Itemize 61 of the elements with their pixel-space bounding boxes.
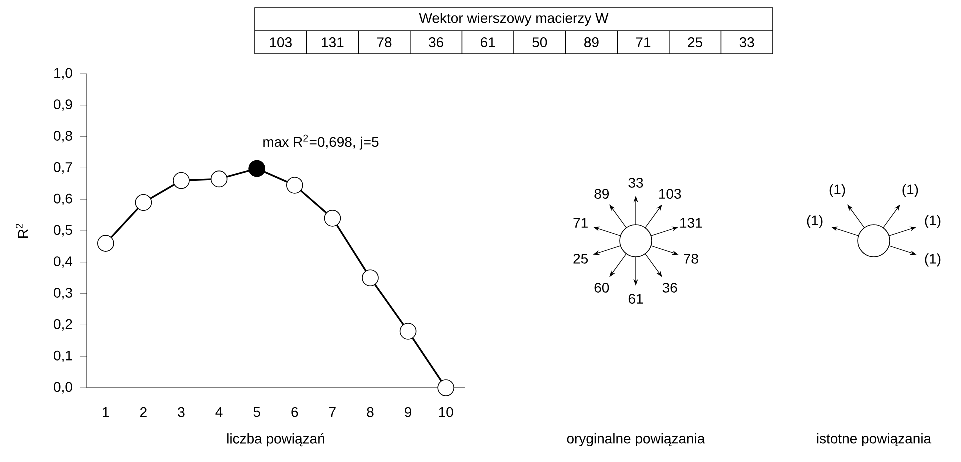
x-tick-label: 9 <box>405 407 412 418</box>
point <box>286 177 304 194</box>
text: 71 <box>636 38 651 48</box>
text: 61 <box>481 38 496 48</box>
y-tick-label: 0,2 <box>54 319 72 331</box>
x-tick-label: 8 <box>367 407 374 418</box>
text: 61 <box>628 294 644 304</box>
text: Wektor wierszowy macierzy W <box>419 12 609 26</box>
point <box>135 194 152 212</box>
x-tick-label: 5 <box>254 407 260 418</box>
point <box>98 235 114 252</box>
y-tick-label: 0,3 <box>54 288 72 300</box>
text: (1) <box>925 215 941 228</box>
point <box>210 170 228 188</box>
text: 131 <box>322 38 344 48</box>
text: 103 <box>270 38 292 48</box>
x-tick-label: 1 <box>103 407 110 418</box>
text: istotne powiązania <box>817 433 932 447</box>
y-tick-label: 0,8 <box>54 131 72 143</box>
x-tick-label: 3 <box>178 407 185 418</box>
text: 36 <box>429 38 444 48</box>
text: (1) <box>925 254 941 267</box>
text: 131 <box>680 218 702 228</box>
y-tick-label: 0,9 <box>54 100 72 112</box>
text: 89 <box>594 189 610 200</box>
text: 78 <box>684 254 698 264</box>
text: 103 <box>659 189 682 200</box>
text: 25 <box>574 254 588 264</box>
text: 89 <box>584 38 599 48</box>
text: 71 <box>574 218 588 228</box>
y-tick-label: 0,1 <box>54 350 72 362</box>
x-axis-title: liczba powiązań <box>228 433 324 447</box>
point <box>400 323 417 340</box>
annotation: max R$^{2}$=0,698, j=5 <box>264 134 379 150</box>
x-tick-label: 2 <box>140 407 147 418</box>
text: 36 <box>662 282 678 293</box>
text: 60 <box>594 282 610 293</box>
text: 33 <box>740 38 754 48</box>
y-tick-label: 0,6 <box>54 194 72 206</box>
point <box>173 172 190 190</box>
y-axis-title: R$^{2}$ <box>16 224 28 238</box>
text: 25 <box>688 38 702 48</box>
text: 33 <box>628 178 644 188</box>
x-tick-label: 7 <box>330 407 336 418</box>
text: oryginalne powiązania <box>567 433 706 447</box>
point <box>362 270 379 286</box>
text: (1) <box>807 215 823 228</box>
text: 50 <box>532 38 548 48</box>
y-tick-label: 0,4 <box>54 256 73 268</box>
y-tick-label: 0,5 <box>54 225 72 237</box>
y-tick-label: 0,0 <box>54 382 72 394</box>
y-tick-label: 0,7 <box>54 162 72 174</box>
text: (1) <box>830 184 846 198</box>
point <box>324 210 342 227</box>
point <box>438 380 454 396</box>
x-tick-label: 10 <box>439 407 454 418</box>
x-tick-label: 6 <box>292 407 298 418</box>
text: (1) <box>902 184 918 198</box>
text: 78 <box>377 38 392 48</box>
x-tick-label: 4 <box>216 407 223 418</box>
y-tick-label: 1,0 <box>54 68 72 80</box>
